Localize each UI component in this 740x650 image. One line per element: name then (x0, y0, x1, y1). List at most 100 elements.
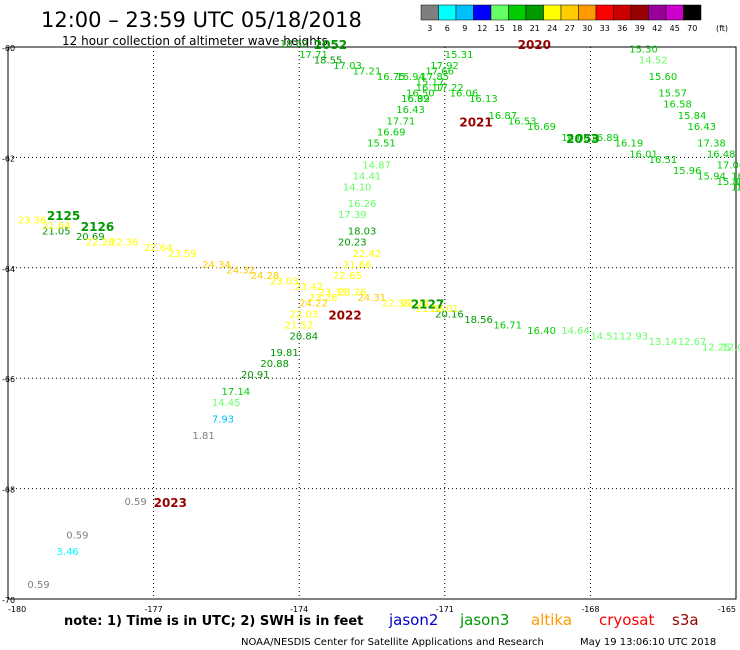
swh-data-label: 15.96 (673, 166, 702, 177)
color-swatch (508, 4, 527, 21)
swh-data-label: 16.87 (488, 111, 517, 122)
swh-data-label: 14.52 (639, 56, 668, 67)
swh-data-label: 20.91 (241, 370, 270, 381)
color-scale-tick: 30 (582, 24, 592, 33)
swh-data-label: 15.94 (697, 171, 726, 182)
swh-data-label: 16.43 (687, 122, 716, 133)
swh-data-label: 16.75 (377, 72, 406, 83)
y-tick-label: -70 (2, 596, 15, 605)
swh-data-label: 21.05 (42, 227, 71, 238)
swh-data-label: 22.42 (353, 249, 382, 260)
color-scale-tick: 27 (565, 24, 575, 33)
swh-data-label: 21.52 (285, 321, 314, 332)
swh-data-label: 16.53 (508, 116, 537, 127)
pass-number-label: 2020 (518, 38, 551, 52)
note-text: note: 1) Time is in UTC; 2) SWH is in fe… (64, 614, 363, 629)
swh-data-label: 7.93 (212, 414, 234, 425)
swh-data-label: 15.51 (367, 138, 396, 149)
swh-data-label: 23.03 (270, 276, 299, 287)
swh-data-label: 16.94 (396, 72, 425, 83)
pass-number-label: 2127 (411, 297, 444, 311)
swh-data-label: 15.31 (445, 50, 474, 61)
color-swatch (525, 4, 544, 21)
swh-data-label: 16.51 (649, 155, 678, 166)
swh-data-label: 19.81 (270, 348, 299, 359)
color-swatch (438, 4, 457, 21)
color-scale-tick: 36 (617, 24, 627, 33)
pass-number-label: 2053 (566, 132, 599, 146)
swh-data-label: 17.71 (299, 50, 328, 61)
swh-data-label: 17.21 (353, 67, 382, 78)
color-scale-tick: 33 (600, 24, 610, 33)
swh-data-label: 16.58 (663, 100, 692, 111)
swh-data-label: 16.89 (590, 133, 619, 144)
color-scale-tick: 9 (462, 24, 467, 33)
y-tick-label: -68 (2, 486, 15, 495)
swh-data-label: 16.19 (615, 138, 644, 149)
swh-data-label: 20.69 (76, 232, 105, 243)
color-swatch (455, 4, 474, 21)
pass-number-label: 2052 (314, 38, 347, 52)
color-swatch (648, 4, 667, 21)
x-tick-label: -174 (290, 605, 308, 614)
swh-data-label: 15.84 (717, 177, 740, 188)
swh-data-label: 15.60 (649, 72, 678, 83)
swh-data-label: 16.69 (377, 127, 406, 138)
swh-data-label: 15.73 (731, 183, 740, 194)
swh-data-label: 23.33 (319, 287, 348, 298)
swh-data-label: 22.74 (401, 298, 430, 309)
legend-altika: altika (531, 611, 572, 629)
swh-data-label: 20.23 (338, 238, 367, 249)
color-swatch (473, 4, 492, 21)
swh-data-label: 17.85 (421, 72, 450, 83)
pass-number-label: 2021 (459, 115, 492, 129)
swh-data-label: 22.36 (382, 298, 411, 309)
legend-jason2: jason2 (388, 611, 438, 629)
swh-data-label: 22.36 (110, 238, 139, 249)
swh-data-label: 16.26 (348, 199, 377, 210)
swh-data-label: 15.84 (678, 111, 707, 122)
x-tick-label: -180 (8, 605, 26, 614)
swh-data-label: 0.59 (27, 580, 49, 591)
swh-data-label: 20.84 (289, 332, 318, 343)
swh-data-label: 12.93 (620, 332, 649, 343)
color-scale-bar: 3 6 9 12 15 18 21 24 27 30 33 36 39 42 45 70 (420, 4, 702, 33)
wave-height-points: 18.6217.7118.5517.0317.2116.7516.9415.17… (18, 39, 740, 591)
swh-data-label: 14.10 (343, 183, 372, 194)
swh-data-label: 17.38 (697, 138, 726, 149)
swh-data-label: 15.30 (629, 45, 658, 56)
swh-data-label: 14.87 (362, 160, 391, 171)
chart-title: 12:00 – 23:59 UTC 05/18/2018 (41, 8, 362, 32)
swh-data-label: 0.59 (124, 497, 146, 508)
swh-data-label: 13.14 (649, 337, 678, 348)
color-swatch (683, 4, 702, 21)
swh-data-label: 17.22 (435, 83, 464, 94)
x-tick-label: -165 (718, 605, 736, 614)
swh-data-label: 23.42 (294, 282, 323, 293)
swh-data-label: 18.62 (280, 39, 309, 50)
color-scale-tick: 6 (445, 24, 450, 33)
swh-data-label: 21.64 (42, 221, 71, 232)
swh-data-label: 15.17 (416, 78, 445, 89)
pass-number-label: 2022 (328, 308, 361, 322)
color-swatch (665, 4, 684, 21)
swh-data-label: 22.28 (86, 238, 115, 249)
swh-data-label: 22.03 (289, 309, 318, 320)
color-scale-tick: 21 (530, 24, 540, 33)
color-swatch (560, 4, 579, 21)
swh-data-label: 23.36 (18, 216, 47, 227)
color-swatch (613, 4, 632, 21)
swh-data-label: 16.89 (401, 94, 430, 105)
color-swatch (543, 4, 562, 21)
swh-data-label: 18.56 (464, 315, 493, 326)
swh-data-label: 16.13 (736, 183, 740, 194)
swh-data-label: 16.29 (731, 171, 740, 182)
color-scale-tick: 45 (670, 24, 680, 33)
swh-data-label: 12.67 (678, 337, 707, 348)
swh-data-label: 14.51 (590, 332, 619, 343)
swh-data-label: 16.48 (707, 149, 736, 160)
swh-data-label: 24.28 (251, 271, 280, 282)
swh-data-label: 16.50 (406, 89, 435, 100)
color-scale-unit: (ft) (716, 24, 728, 33)
